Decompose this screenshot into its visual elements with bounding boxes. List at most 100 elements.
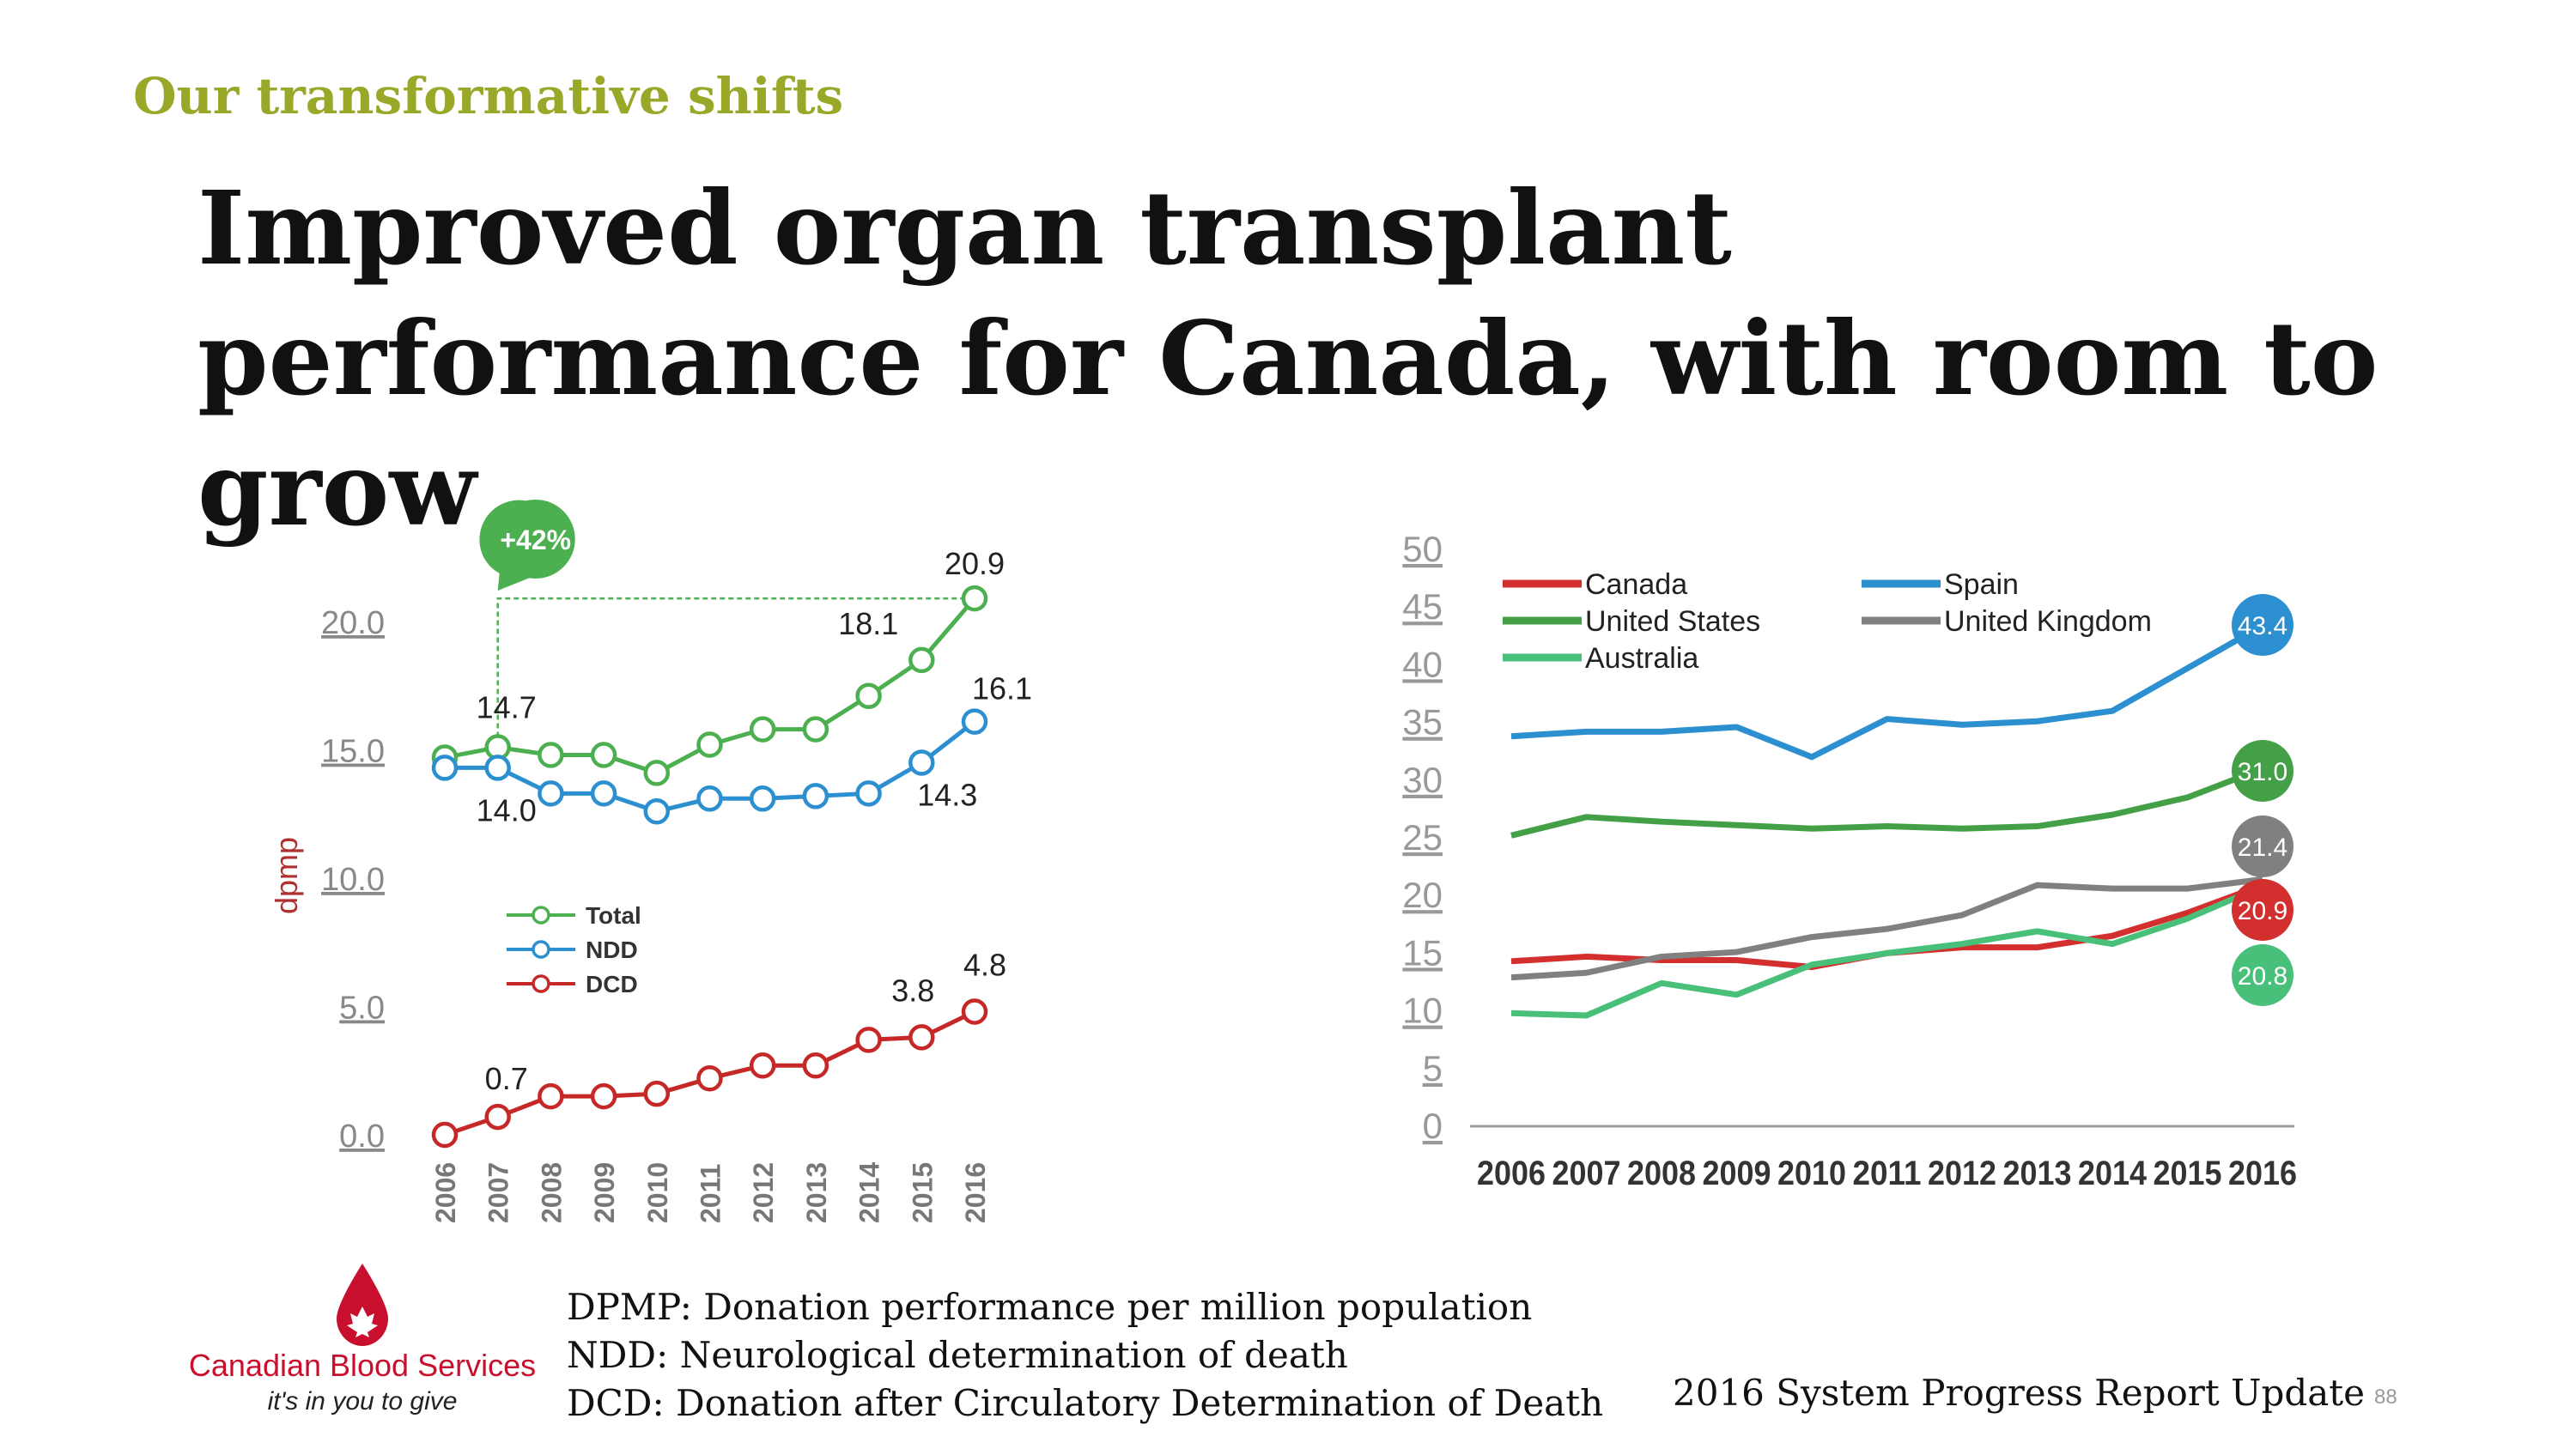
y-tick-label: 15 — [1402, 932, 1443, 973]
point-ndd-2006 — [431, 755, 459, 781]
point-ndd-2009 — [590, 780, 617, 807]
canadian-blood-services-logo: Canadian Blood Services it's in you to g… — [182, 1262, 543, 1434]
series-line-australia — [1510, 883, 2264, 1019]
point-total-2014 — [855, 682, 882, 709]
point-total-2008 — [538, 742, 564, 768]
y-axis-label: dpmp — [269, 837, 304, 914]
end-label-united-states: 31.0 — [2238, 758, 2287, 786]
y-tick-label: 20.0 — [321, 605, 385, 641]
point-total-2010 — [643, 760, 671, 786]
page-number: 88 — [2374, 1385, 2397, 1409]
data-label-dcd-2016: 4.8 — [963, 947, 1006, 982]
legend-label-australia: Australia — [1585, 642, 1698, 675]
x-tick-label: 2014 — [2078, 1155, 2148, 1192]
point-ndd-2016 — [961, 708, 988, 735]
x-tick-label: 2007 — [483, 1162, 514, 1223]
data-label-dcd-2007: 0.7 — [485, 1061, 528, 1096]
end-label-spain: 43.4 — [2238, 612, 2287, 640]
series-line-united-kingdom — [1510, 876, 2263, 981]
point-dcd-2014 — [855, 1027, 882, 1053]
point-ndd-2007 — [484, 755, 511, 781]
end-label-australia: 20.8 — [2238, 962, 2287, 991]
series-line-ndd — [445, 719, 976, 814]
x-tick-label: 2016 — [2228, 1155, 2297, 1192]
x-tick-label: 2012 — [748, 1162, 779, 1223]
point-dcd-2011 — [696, 1064, 723, 1092]
series-line-canada — [1510, 882, 2264, 971]
legend-label-united-kingdom: United Kingdom — [1944, 605, 2152, 638]
x-tick-label: 2014 — [854, 1162, 885, 1223]
series-line-total — [444, 597, 976, 776]
data-label-total-2007: 14.7 — [477, 690, 537, 725]
point-dcd-2008 — [538, 1082, 564, 1110]
y-tick-label: 0 — [1423, 1106, 1443, 1146]
legend-label-united-states: United States — [1585, 605, 1760, 638]
data-label-ndd-2007: 14.0 — [477, 792, 537, 828]
data-label-ndd-2016: 16.1 — [972, 671, 1032, 706]
y-tick-label: 20 — [1402, 875, 1443, 915]
point-ndd-2013 — [802, 783, 829, 809]
y-tick-label: 5 — [1423, 1048, 1443, 1088]
x-tick-label: 2015 — [2154, 1155, 2222, 1192]
point-dcd-2013 — [802, 1052, 829, 1079]
definition-dpmp: DPMP: Donation performance per million p… — [567, 1286, 1533, 1328]
end-marker-spain — [2232, 594, 2293, 656]
point-dcd-2012 — [749, 1052, 776, 1079]
x-tick-label: 2012 — [1928, 1155, 1996, 1192]
x-tick-label: 2007 — [1552, 1155, 1621, 1192]
growth-bracket — [496, 597, 975, 737]
legend-label-total: Total — [586, 902, 641, 929]
series-line-spain — [1510, 622, 2264, 761]
data-label-dcd-2015: 3.8 — [891, 973, 934, 1008]
definition-dcd: DCD: Donation after Circulatory Determin… — [567, 1382, 1604, 1424]
point-dcd-2006 — [431, 1121, 459, 1149]
point-total-2012 — [749, 716, 776, 743]
y-tick-label: 25 — [1402, 817, 1443, 858]
point-dcd-2010 — [643, 1080, 671, 1107]
point-total-2009 — [590, 742, 617, 768]
data-label-ndd-2015: 14.3 — [917, 777, 977, 812]
point-ndd-2008 — [538, 780, 564, 807]
point-ndd-2010 — [643, 798, 671, 825]
x-tick-label: 2009 — [1703, 1155, 1771, 1192]
end-marker-australia — [2232, 944, 2293, 1006]
point-dcd-2009 — [590, 1082, 617, 1110]
end-marker-united-kingdom — [2232, 815, 2293, 877]
point-total-2011 — [696, 731, 723, 758]
point-total-2007 — [484, 734, 511, 761]
x-tick-label: 2009 — [589, 1162, 620, 1223]
abbreviation-definitions: DPMP: Donation performance per million p… — [567, 1283, 1603, 1428]
logo-name: Canadian Blood Services — [188, 1348, 537, 1383]
end-label-canada: 20.9 — [2238, 897, 2287, 925]
y-tick-label: 40 — [1402, 644, 1443, 684]
x-tick-label: 2006 — [430, 1162, 461, 1223]
x-tick-label: 2010 — [642, 1162, 673, 1223]
series-line-dcd — [444, 1009, 976, 1137]
y-tick-label: 35 — [1402, 702, 1443, 743]
x-tick-label: 2010 — [1777, 1155, 1846, 1192]
point-ndd-2012 — [749, 785, 776, 812]
slide-title: Improved organ transplant performance fo… — [197, 168, 2379, 549]
point-ndd-2014 — [855, 780, 882, 807]
dpmp-trend-chart: 0.0 5.0 10.0 15.0 20.0 dpmp 2006 2007 2008 2009 20… — [269, 500, 1032, 1223]
report-name: 2016 System Progress Report Update — [1673, 1372, 2365, 1414]
point-total-2006 — [431, 744, 459, 771]
x-tick-label: 2011 — [696, 1164, 726, 1223]
logo-tagline: it's in you to give — [267, 1387, 458, 1416]
point-ndd-2011 — [696, 785, 723, 812]
point-total-2015 — [908, 646, 935, 674]
y-tick-label: 10.0 — [321, 862, 385, 898]
point-dcd-2007 — [484, 1103, 511, 1131]
y-tick-label: 0.0 — [339, 1119, 385, 1155]
legend-label-dcd: DCD — [586, 971, 638, 997]
x-tick-label: 2011 — [1853, 1155, 1922, 1192]
legend-marker-dcd — [532, 974, 550, 993]
y-tick-label: 10 — [1402, 991, 1443, 1031]
y-tick-label: 45 — [1402, 586, 1443, 627]
y-tick-label: 30 — [1402, 760, 1443, 800]
end-marker-united-states — [2232, 740, 2293, 802]
x-tick-label: 2015 — [907, 1162, 938, 1223]
x-tick-label: 2008 — [536, 1162, 567, 1223]
x-tick-label: 2006 — [1477, 1155, 1546, 1192]
